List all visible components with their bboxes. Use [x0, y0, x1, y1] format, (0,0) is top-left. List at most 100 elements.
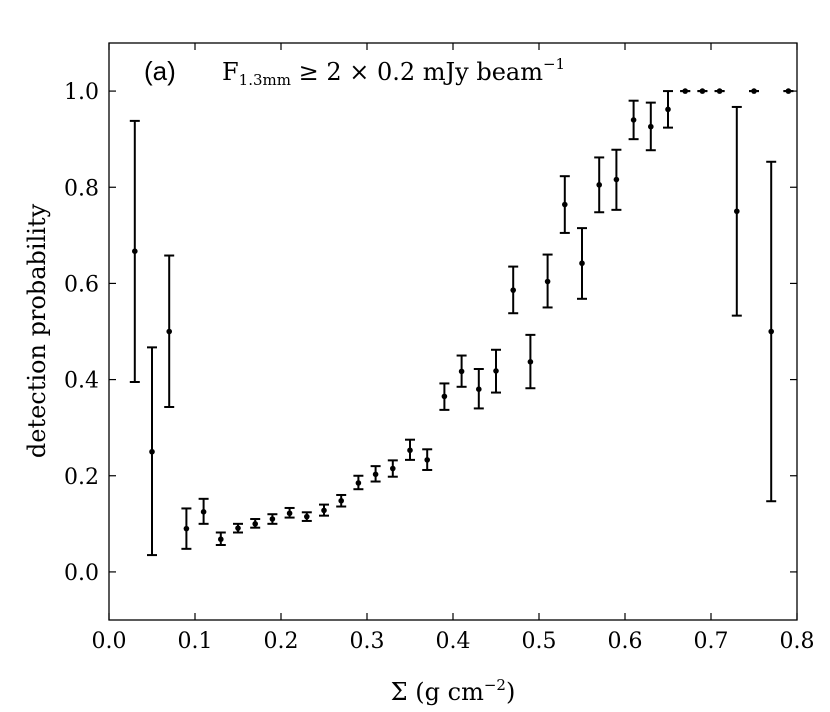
data-point	[215, 531, 226, 546]
data-marker	[218, 536, 224, 543]
data-point	[456, 354, 467, 388]
data-marker	[235, 525, 241, 531]
data-point	[319, 503, 329, 517]
x-tick-label: 0.2	[264, 629, 299, 654]
data-point	[250, 518, 261, 529]
data-point	[766, 160, 777, 503]
data-point	[697, 88, 708, 94]
data-point	[559, 175, 570, 234]
data-point	[645, 101, 656, 152]
plot-frame	[108, 42, 798, 621]
data-marker	[682, 88, 688, 94]
data-point	[577, 227, 587, 300]
data-point	[714, 88, 725, 94]
panel-label: (a)	[144, 56, 176, 86]
data-point	[439, 382, 450, 411]
data-marker	[579, 260, 585, 267]
data-point	[680, 88, 691, 94]
data-point	[301, 511, 312, 522]
data-point	[491, 348, 501, 394]
data-marker	[544, 278, 551, 285]
x-tick-label: 0.6	[608, 629, 643, 654]
x-tick-label: 0.8	[780, 629, 815, 654]
title-rest: ≥ 2 × 0.2 mJy beam	[291, 58, 543, 86]
data-marker	[527, 358, 534, 365]
data-marker	[734, 208, 740, 215]
x-tick-label: 0.1	[178, 629, 213, 654]
data-marker	[699, 88, 706, 94]
data-point	[749, 88, 759, 94]
data-marker	[768, 328, 774, 335]
data-point	[267, 513, 278, 525]
data-point	[508, 265, 519, 315]
data-marker	[562, 201, 568, 208]
data-marker	[785, 88, 792, 94]
y-tick-label: 0.0	[64, 561, 99, 586]
data-point	[370, 465, 381, 483]
data-point	[611, 148, 622, 211]
data-point	[129, 119, 140, 383]
data-marker	[166, 328, 172, 335]
data-marker	[716, 88, 723, 94]
xlabel-end: )	[506, 678, 515, 706]
y-axis-label: detection probability	[23, 203, 51, 458]
data-marker	[596, 182, 602, 188]
data-marker	[665, 106, 671, 113]
data-marker	[286, 510, 293, 517]
y-axis-ticks: 0.0 0.2 0.4 0.6 0.8 1.0	[64, 80, 797, 586]
data-point	[594, 156, 605, 214]
data-marker	[321, 507, 327, 514]
data-marker	[510, 287, 516, 293]
data-point	[284, 506, 295, 519]
x-tick-label: 0.7	[694, 629, 729, 654]
data-marker	[355, 480, 362, 486]
data-marker	[648, 123, 654, 130]
title-main: F	[222, 58, 239, 86]
data-marker	[149, 448, 155, 455]
x-axis-ticks: 0.0 0.1 0.2 0.3 0.4 0.5 0.6 0.7 0.8	[92, 43, 815, 654]
x-tick-label: 0.4	[436, 629, 471, 654]
data-marker	[200, 509, 207, 515]
data-marker	[407, 447, 413, 454]
data-point	[628, 99, 639, 141]
data-marker	[630, 117, 637, 123]
data-point	[473, 368, 484, 410]
data-point	[147, 346, 157, 557]
x-tick-label: 0.3	[350, 629, 385, 654]
data-marker	[493, 368, 499, 374]
data-point	[731, 105, 742, 317]
data-marker	[132, 248, 138, 255]
data-point	[542, 253, 553, 309]
data-point	[353, 474, 364, 491]
y-tick-label: 0.6	[64, 272, 99, 297]
data-point	[387, 459, 398, 478]
data-point	[164, 254, 175, 408]
data-marker	[613, 176, 620, 183]
data-marker	[751, 88, 757, 94]
data-marker	[183, 525, 190, 532]
data-point	[422, 448, 433, 471]
x-axis-label: Σ (g cm−2)	[391, 676, 516, 706]
y-tick-label: 0.2	[64, 465, 99, 490]
data-marker	[390, 465, 396, 472]
x-tick-label: 0.0	[92, 629, 127, 654]
data-point	[405, 438, 415, 461]
data-marker	[372, 471, 379, 478]
data-marker	[269, 516, 276, 522]
data-marker	[476, 386, 482, 393]
data-marker	[338, 497, 345, 504]
xlabel-main: Σ (g cm	[391, 678, 484, 706]
y-tick-label: 1.0	[64, 80, 99, 105]
data-point	[198, 497, 209, 525]
title-superscript: −1	[543, 55, 565, 73]
data-marker	[304, 513, 310, 520]
data-point	[783, 88, 794, 94]
y-tick-label: 0.4	[64, 369, 99, 394]
data-point	[233, 522, 243, 534]
data-marker	[441, 393, 448, 400]
data-point	[181, 507, 192, 550]
data-point	[336, 493, 347, 508]
data-marker	[424, 457, 431, 463]
data-marker	[458, 368, 465, 375]
